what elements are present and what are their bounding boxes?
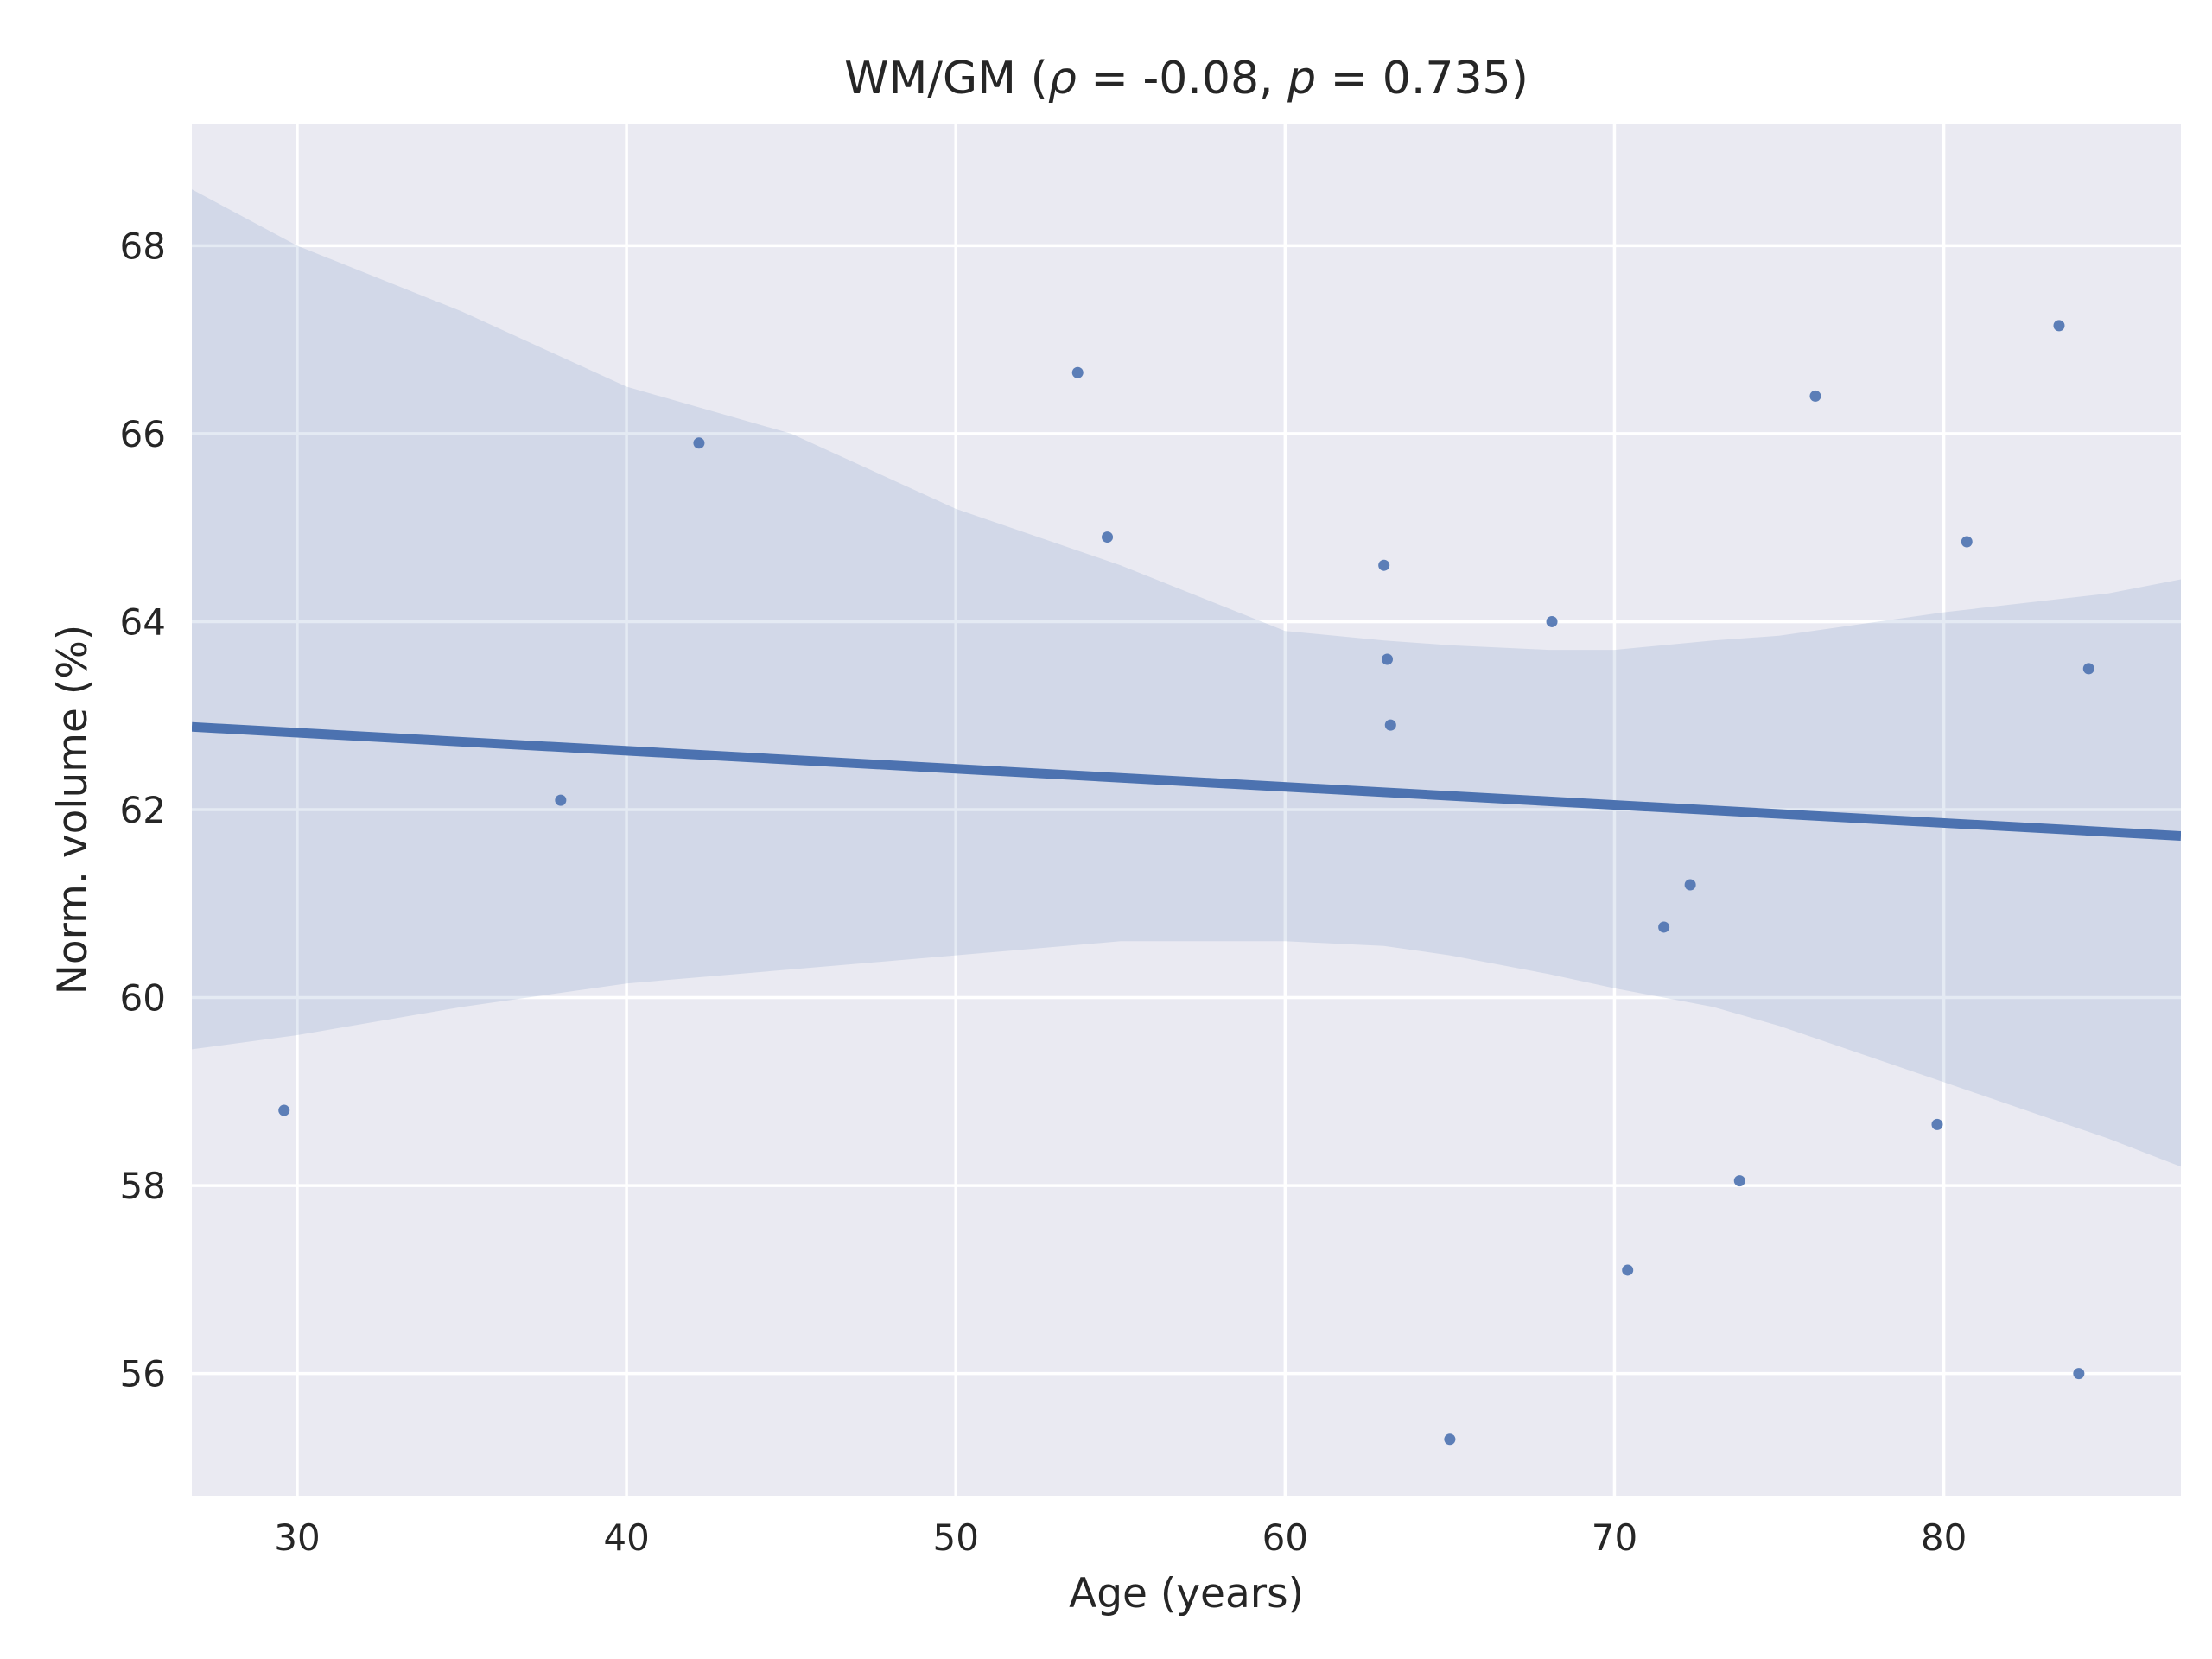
- data-point: [278, 1104, 290, 1116]
- data-point: [555, 794, 567, 806]
- regression-line: [192, 721, 2181, 841]
- data-point: [1102, 531, 1114, 543]
- data-point: [1378, 559, 1390, 571]
- y-tick-label: 64: [120, 601, 166, 643]
- data-point: [2053, 320, 2065, 332]
- scatter-points: [278, 320, 2094, 1446]
- data-point: [1384, 719, 1396, 731]
- y-tick-label: 58: [120, 1165, 166, 1207]
- y-tick-labels: 56 58 60 62 64 66 68: [120, 225, 166, 1395]
- x-tick-label: 60: [1262, 1516, 1308, 1559]
- x-tick-label: 70: [1592, 1516, 1637, 1559]
- data-point: [1733, 1175, 1745, 1187]
- y-tick-label: 62: [120, 789, 166, 831]
- data-point: [693, 437, 705, 449]
- data-point: [1381, 653, 1393, 665]
- x-tick-label: 30: [274, 1516, 320, 1559]
- y-tick-label: 56: [120, 1353, 166, 1395]
- data-point: [1071, 366, 1084, 378]
- grid-lines: [192, 124, 2181, 1496]
- data-point: [1809, 390, 1821, 402]
- confidence-band: [192, 189, 2181, 1167]
- chart-title: WM/GM (ρ = -0.08, p = 0.735): [844, 53, 1529, 105]
- data-point: [1931, 1118, 1943, 1130]
- data-point: [1546, 615, 1558, 627]
- data-point: [1658, 921, 1670, 933]
- x-tick-labels: 30 40 50 60 70 80: [274, 1516, 1967, 1559]
- x-axis-label: Age (years): [1069, 1570, 1304, 1618]
- data-point: [1622, 1264, 1634, 1276]
- y-tick-label: 60: [120, 977, 166, 1020]
- data-point: [1444, 1433, 1456, 1446]
- y-tick-label: 68: [120, 225, 166, 267]
- x-tick-label: 40: [603, 1516, 649, 1559]
- data-point: [2082, 663, 2094, 675]
- x-tick-label: 80: [1921, 1516, 1967, 1559]
- x-tick-label: 50: [932, 1516, 978, 1559]
- data-point: [1684, 879, 1696, 891]
- data-point: [2073, 1368, 2085, 1380]
- data-point: [1961, 536, 1973, 548]
- y-axis-label: Norm. volume (%): [49, 625, 97, 995]
- y-tick-label: 66: [120, 413, 166, 455]
